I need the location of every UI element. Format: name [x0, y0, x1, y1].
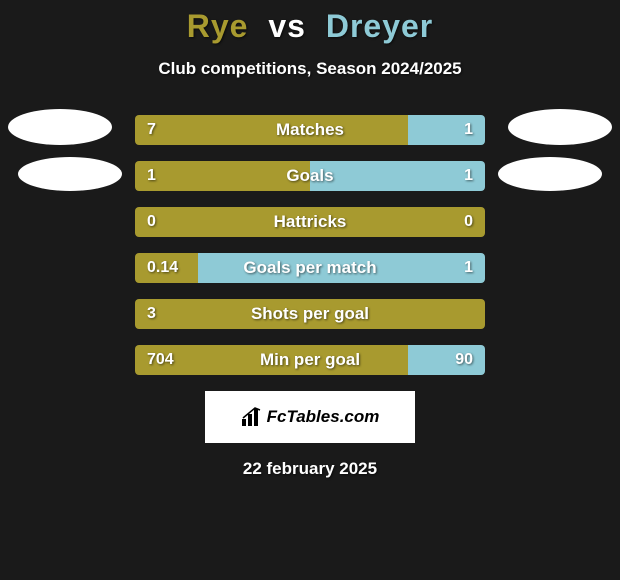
date: 22 february 2025 — [0, 459, 620, 479]
subtitle: Club competitions, Season 2024/2025 — [0, 59, 620, 79]
player1-avatar-placeholder — [8, 109, 112, 145]
stat-row: 3Shots per goal — [135, 299, 485, 329]
player1-avatar-shadow — [18, 157, 122, 191]
stat-bar-left — [135, 207, 485, 237]
player2-avatar-placeholder — [508, 109, 612, 145]
stat-row: 11Goals — [135, 161, 485, 191]
stat-bar-right — [198, 253, 485, 283]
player1-name: Rye — [187, 8, 249, 44]
stats-area: 71Matches 11Goals 00Hattricks 0.141Goals pe… — [0, 115, 620, 375]
fctables-logo: FcTables.com — [205, 391, 415, 443]
stat-bars-container: 71Matches 11Goals 00Hattricks 0.141Goals pe… — [135, 115, 485, 375]
stat-row: 0.141Goals per match — [135, 253, 485, 283]
stat-row: 71Matches — [135, 115, 485, 145]
stat-bar-left — [135, 299, 485, 329]
stat-bar-left — [135, 161, 310, 191]
stat-bar-left — [135, 115, 408, 145]
stat-bar-right — [310, 161, 485, 191]
stat-bar-right — [408, 115, 485, 145]
stat-row: 00Hattricks — [135, 207, 485, 237]
comparison-title: Rye vs Dreyer — [0, 0, 620, 45]
stat-bar-right — [408, 345, 485, 375]
stat-bar-left — [135, 253, 198, 283]
vs-text: vs — [268, 8, 306, 44]
stat-row: 70490Min per goal — [135, 345, 485, 375]
chart-icon — [241, 407, 263, 427]
logo-text: FcTables.com — [267, 407, 380, 427]
player2-avatar-shadow — [498, 157, 602, 191]
stat-bar-left — [135, 345, 408, 375]
player2-name: Dreyer — [326, 8, 433, 44]
